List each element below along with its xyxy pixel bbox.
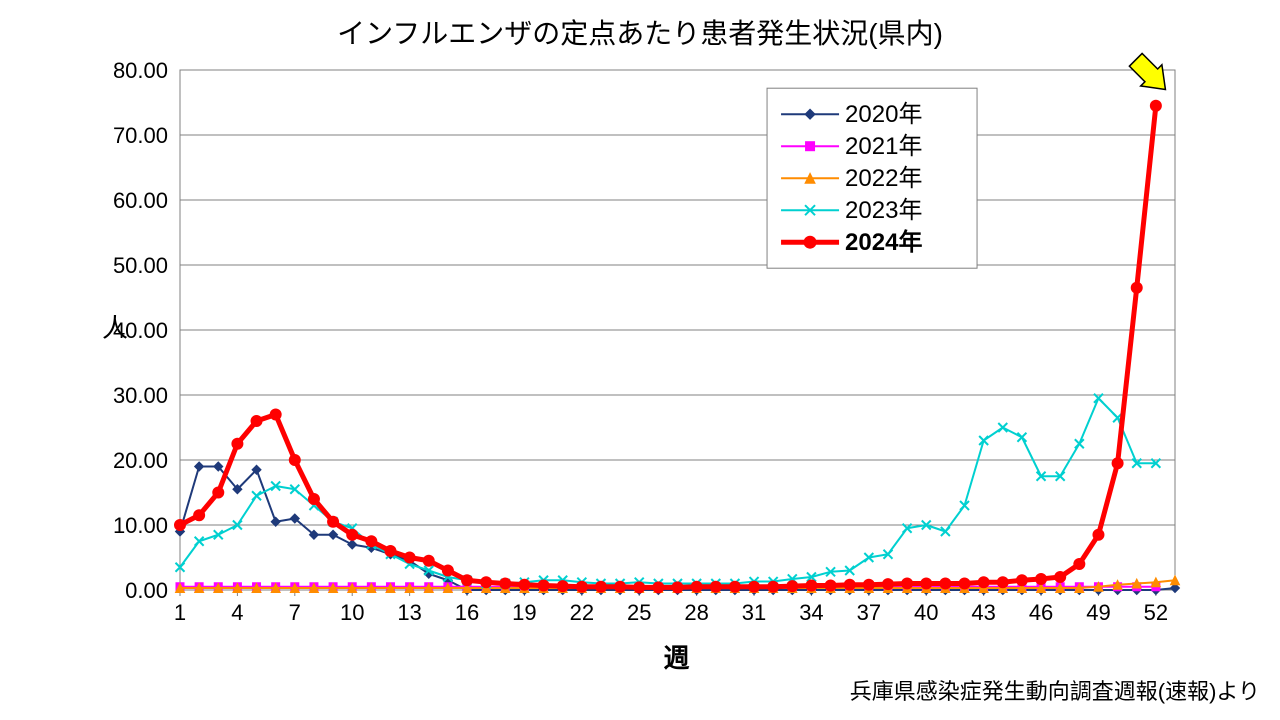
x-tick-label: 46 xyxy=(1029,600,1053,625)
y-tick-label: 80.00 xyxy=(113,58,168,83)
x-tick-label: 49 xyxy=(1086,600,1110,625)
y-tick-label: 20.00 xyxy=(113,448,168,473)
y-tick-label: 30.00 xyxy=(113,383,168,408)
x-tick-label: 13 xyxy=(397,600,421,625)
chart-svg: 0.0010.0020.0030.0040.0050.0060.0070.008… xyxy=(0,0,1280,720)
y-tick-label: 70.00 xyxy=(113,123,168,148)
x-tick-label: 37 xyxy=(857,600,881,625)
x-tick-label: 19 xyxy=(512,600,536,625)
x-tick-label: 1 xyxy=(174,600,186,625)
x-tick-label: 7 xyxy=(289,600,301,625)
source-note: 兵庫県感染症発生動向調査週報(速報)より xyxy=(850,674,1260,706)
x-tick-label: 34 xyxy=(799,600,823,625)
x-tick-label: 31 xyxy=(742,600,766,625)
x-tick-label: 22 xyxy=(570,600,594,625)
x-tick-label: 43 xyxy=(971,600,995,625)
legend-label: 2022年 xyxy=(845,165,922,192)
x-tick-label: 4 xyxy=(231,600,243,625)
y-tick-label: 60.00 xyxy=(113,188,168,213)
x-tick-label: 28 xyxy=(684,600,708,625)
x-tick-label: 52 xyxy=(1144,600,1168,625)
chart-container: 0.0010.0020.0030.0040.0050.0060.0070.008… xyxy=(0,0,1280,720)
x-tick-label: 40 xyxy=(914,600,938,625)
chart-title: インフルエンザの定点あたり患者発生状況(県内) xyxy=(0,12,1280,52)
x-tick-label: 10 xyxy=(340,600,364,625)
legend-label: 2024年 xyxy=(845,228,922,256)
legend-label: 2023年 xyxy=(845,197,922,224)
y-tick-label: 0.00 xyxy=(125,578,168,603)
y-axis-label: 人 xyxy=(102,308,128,345)
legend-label: 2021年 xyxy=(845,133,922,160)
x-tick-label: 25 xyxy=(627,600,651,625)
legend-label: 2020年 xyxy=(845,101,922,128)
x-tick-label: 16 xyxy=(455,600,479,625)
legend: 2020年 2021年 2022年 2023年 2024年 xyxy=(767,88,977,268)
y-tick-label: 50.00 xyxy=(113,253,168,278)
y-tick-label: 10.00 xyxy=(113,513,168,538)
x-axis-label: 週 xyxy=(664,638,690,675)
